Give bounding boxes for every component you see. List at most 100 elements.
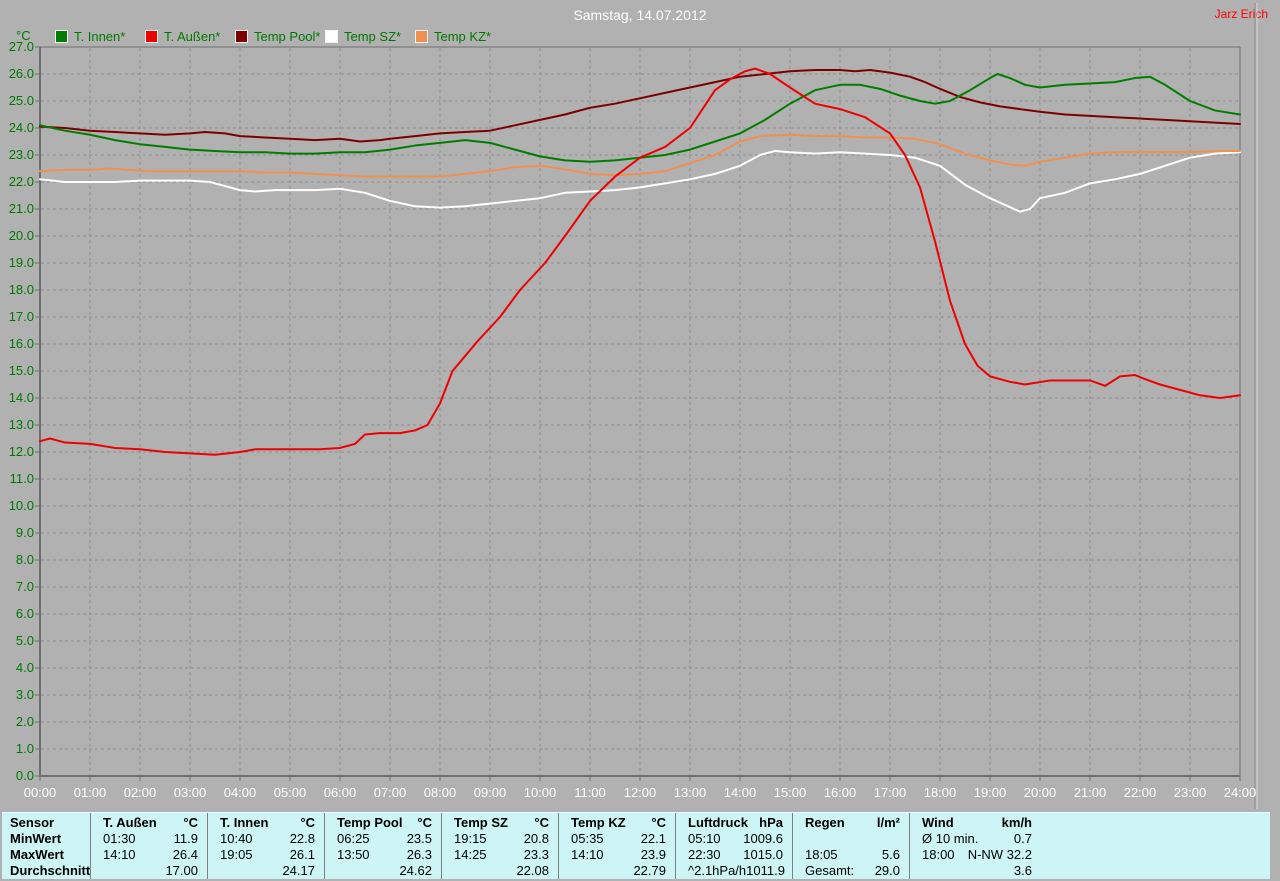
stats-min-t-au-en-left: 01:30 [103,831,136,846]
stats-min-temp-pool-left: 06:25 [337,831,370,846]
y-tick-label: 7.0 [16,579,34,594]
y-tick-label: 12.0 [9,444,34,459]
x-tick-label: 10:00 [524,785,557,800]
y-tick-label: 2.0 [16,714,34,729]
stats-max-t-innen-left: 19:05 [220,847,253,862]
stats-max-regen-left: 18:05 [805,847,838,862]
y-tick-label: 24.0 [9,120,34,135]
x-tick-label: 21:00 [1074,785,1107,800]
legend-label: T. Innen* [74,29,126,44]
stats-header-sensor-left: Sensor [10,815,55,830]
stats-min-t-innen-right: 22.8 [289,831,315,846]
x-tick-label: 24:00 [1224,785,1257,800]
stats-max-regen-right: 5.6 [881,847,900,862]
stats-rowlabel-durchschnitt-left: Durchschnitt [10,863,91,878]
stats-max-t-innen-right: 26.1 [289,847,315,862]
x-tick-label: 16:00 [824,785,857,800]
stats-rowlabel-minwert-left: MinWert [10,831,62,846]
x-tick-label: 09:00 [474,785,507,800]
stats-col-t-innen: T. Innen °C 10:40 22.8 19:05 26.1 24.17 [207,813,325,879]
y-axis-unit-label: °C [16,28,31,43]
stats-header-temp-kz-right: °C [651,815,666,830]
y-tick-label: 0.0 [16,768,34,783]
stats-col-regen: Regen l/m² 18:05 5.6 Gesamt: 29.0 [792,813,910,879]
y-tick-label: 14.0 [9,390,34,405]
stats-header-wind-right: km/h [1001,815,1032,830]
x-tick-label: 17:00 [874,785,907,800]
stats-header-regen-right: l/m² [876,815,900,830]
stats-header-temp-pool-left: Temp Pool [337,815,403,830]
stats-avg-temp-sz-right: 22.08 [516,863,549,878]
stats-max-temp-pool-left: 13:50 [337,847,370,862]
y-tick-label: 26.0 [9,66,34,81]
legend-swatch-icon [325,30,338,43]
series-line-t-innen [39,73,1241,163]
y-tick-label: 20.0 [9,228,34,243]
stats-avg-regen-left: Gesamt: [805,863,855,878]
stats-max-temp-kz-right: 23.9 [640,847,666,862]
legend-label: Temp KZ* [434,29,492,44]
stats-header-t-innen-right: °C [300,815,315,830]
y-tick-label: 8.0 [16,552,34,567]
stats-avg-luftdruck-right: 1011.9 [746,863,785,878]
chart-legend: T. Innen* T. Außen* Temp Pool* Temp SZ* Temp… [55,29,505,44]
stats-avg-wind-right: 3.6 [1013,863,1032,878]
y-tick-label: 27.0 [9,39,34,54]
stats-min-temp-pool-right: 23.5 [406,831,432,846]
y-tick-label: 23.0 [9,147,34,162]
y-tick-label: 19.0 [9,255,34,270]
stats-max-wind-left: 18:00 [922,847,955,862]
x-tick-label: 14:00 [724,785,757,800]
stats-min-temp-kz-left: 05:35 [571,831,604,846]
y-tick-label: 15.0 [9,363,34,378]
y-tick-label: 21.0 [9,201,34,216]
stats-min-t-innen-left: 10:40 [220,831,253,846]
stats-avg-temp-kz-right: 22.79 [633,863,666,878]
legend-item-t-au-en: T. Außen* [145,29,235,44]
stats-table: Sensor MinWert MaxWert Durchschnitt T. Außen… [2,812,1270,879]
y-tick-label: 3.0 [16,687,34,702]
y-tick-label: 5.0 [16,633,34,648]
series-line-temp-sz [39,149,1241,213]
y-tick-label: 13.0 [9,417,34,432]
stats-max-t-au-en-left: 14:10 [103,847,136,862]
legend-item-t-innen: T. Innen* [55,29,145,44]
x-tick-label: 03:00 [174,785,207,800]
legend-swatch-icon [145,30,158,43]
stats-max-luftdruck-left: 22:30 [688,847,721,862]
stats-avg-temp-pool-right: 24.62 [399,863,432,878]
stats-header-temp-sz-left: Temp SZ [454,815,508,830]
legend-item-temp-sz: Temp SZ* [325,29,415,44]
stats-max-temp-sz-left: 14:25 [454,847,487,862]
stats-col-t-au-en: T. Außen °C 01:30 11.9 14:10 26.4 17.00 [90,813,208,879]
series-line-temp-pool [39,68,1241,143]
stats-avg-regen-right: 29.0 [874,863,900,878]
stats-header-t-innen-left: T. Innen [220,815,269,830]
stats-col-luftdruck: Luftdruck hPa 05:10 1009.6 22:30 1015.0 ^2.1hP… [675,813,793,879]
stats-header-wind-left: Wind [922,815,954,830]
legend-label: T. Außen* [164,29,221,44]
x-tick-label: 00:00 [24,785,57,800]
stats-header-temp-pool-right: °C [417,815,432,830]
stats-min-temp-sz-right: 20.8 [523,831,549,846]
x-tick-label: 22:00 [1124,785,1157,800]
y-tick-label: 1.0 [16,741,34,756]
stats-header-luftdruck-right: hPa [759,815,783,830]
y-tick-label: 16.0 [9,336,34,351]
x-tick-label: 01:00 [74,785,107,800]
y-tick-label: 25.0 [9,93,34,108]
x-tick-label: 13:00 [674,785,707,800]
y-tick-label: 17.0 [9,309,34,324]
stats-header-luftdruck-left: Luftdruck [688,815,748,830]
stats-max-temp-pool-right: 26.3 [406,847,432,862]
stats-avg-t-au-en-right: 17.00 [165,863,198,878]
series-line-temp-kz [39,133,1241,178]
x-tick-label: 05:00 [274,785,307,800]
stats-col-temp-sz: Temp SZ °C 19:15 20.8 14:25 23.3 22.08 [441,813,559,879]
stats-max-temp-sz-right: 23.3 [523,847,549,862]
stats-min-temp-kz-right: 22.1 [640,831,666,846]
stats-max-wind-right: N-NW 32.2 [967,847,1032,862]
x-tick-label: 15:00 [774,785,807,800]
x-tick-label: 11:00 [574,785,606,800]
